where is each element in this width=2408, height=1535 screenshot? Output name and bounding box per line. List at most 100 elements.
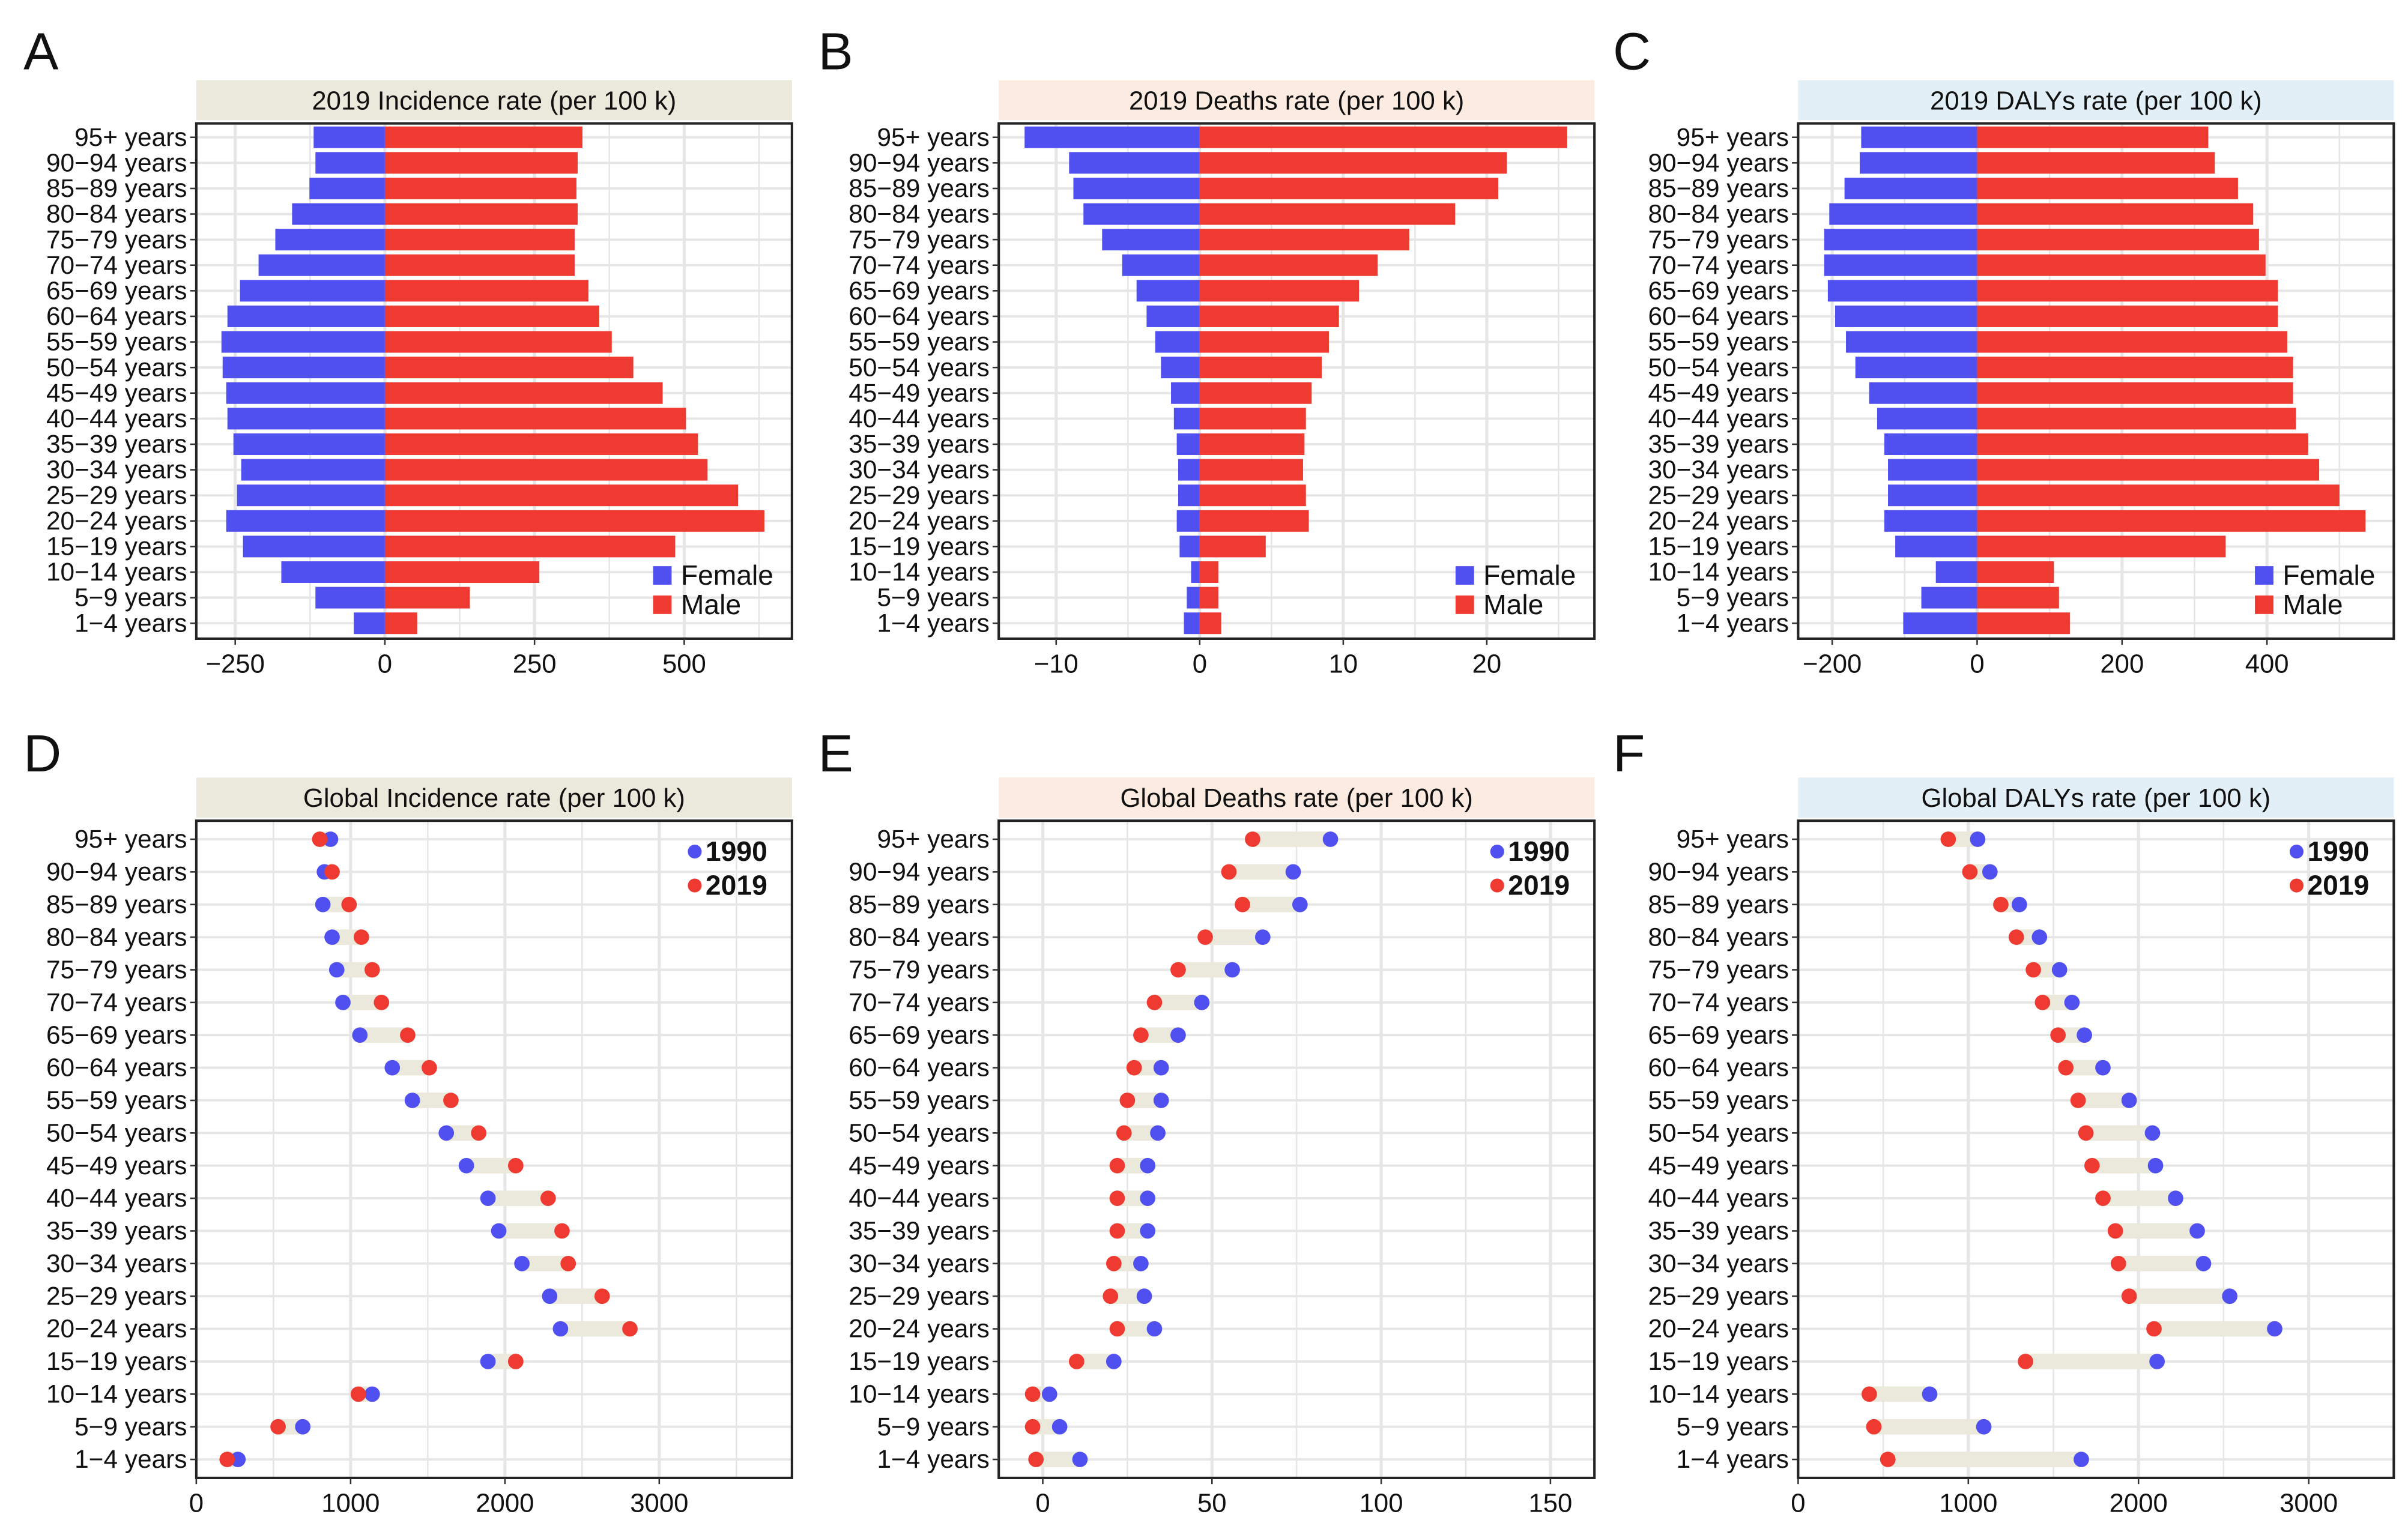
y-tick-label: 35−39 years bbox=[849, 1217, 990, 1245]
bar-female bbox=[1176, 510, 1200, 532]
y-tick-label: 90−94 years bbox=[849, 858, 990, 886]
bar-female bbox=[1884, 433, 1977, 455]
y-tick-label: 90−94 years bbox=[46, 148, 187, 176]
point-2019 bbox=[1940, 831, 1956, 847]
dumbbell-segment bbox=[1874, 1419, 1984, 1435]
strip-background bbox=[1798, 80, 2394, 121]
point-1990 bbox=[2074, 1452, 2089, 1467]
point-1990 bbox=[365, 1386, 380, 1402]
dumbbell-segment bbox=[1178, 962, 1233, 978]
legend-label: 1990 bbox=[706, 836, 767, 867]
y-tick-label: 75−79 years bbox=[849, 225, 990, 253]
bar-female bbox=[1846, 331, 1977, 353]
y-tick-label: 85−89 years bbox=[46, 890, 187, 918]
y-tick-label: 25−29 years bbox=[46, 1282, 187, 1310]
bar-female bbox=[1861, 126, 1977, 148]
y-tick-label: 45−49 years bbox=[46, 379, 187, 407]
panel-letter: A bbox=[23, 22, 59, 81]
y-tick-label: 60−64 years bbox=[1648, 302, 1789, 330]
point-1990 bbox=[1194, 995, 1210, 1010]
point-2019 bbox=[554, 1223, 570, 1239]
point-2019 bbox=[2084, 1157, 2100, 1174]
dumbbell-segment bbox=[360, 1027, 408, 1043]
legend-label: Male bbox=[1483, 589, 1543, 620]
y-tick-label: 5−9 years bbox=[74, 584, 187, 612]
panel-letter: F bbox=[1613, 724, 1645, 783]
y-tick-label: 85−89 years bbox=[849, 174, 990, 202]
point-2019 bbox=[540, 1190, 556, 1206]
bar-male bbox=[1977, 126, 2209, 148]
y-tick-label: 1−4 years bbox=[1677, 609, 1789, 637]
dumbbell-segment bbox=[2086, 1125, 2153, 1141]
bar-female bbox=[1024, 126, 1200, 148]
y-tick-label: 55−59 years bbox=[1648, 1086, 1789, 1114]
x-tick-label: 500 bbox=[662, 649, 706, 678]
y-tick-label: 55−59 years bbox=[46, 328, 187, 356]
legend-label: 1990 bbox=[2307, 836, 2369, 867]
dumbbell-segment bbox=[2118, 1255, 2204, 1271]
point-2019 bbox=[1109, 1223, 1125, 1239]
y-tick-label: 60−64 years bbox=[46, 302, 187, 330]
bar-male bbox=[1977, 535, 2226, 558]
strip-background bbox=[196, 80, 792, 121]
x-tick-label: 0 bbox=[378, 649, 392, 678]
y-tick-label: 85−89 years bbox=[849, 890, 990, 918]
point-1990 bbox=[2195, 1255, 2212, 1271]
point-2019 bbox=[1119, 1093, 1136, 1108]
y-tick-label: 50−54 years bbox=[849, 353, 990, 381]
bar-female bbox=[292, 203, 385, 225]
point-1990 bbox=[2051, 962, 2068, 978]
bar-female bbox=[240, 280, 385, 302]
y-tick-label: 30−34 years bbox=[1648, 1249, 1789, 1277]
strip-background bbox=[999, 777, 1595, 818]
bar-female bbox=[1855, 357, 1977, 379]
point-1990 bbox=[1922, 1386, 1938, 1402]
y-tick-label: 90−94 years bbox=[46, 858, 187, 886]
point-2019 bbox=[1133, 1027, 1149, 1043]
legend-label: 2019 bbox=[706, 870, 767, 901]
y-tick-label: 45−49 years bbox=[849, 379, 990, 407]
point-1990 bbox=[2267, 1321, 2282, 1337]
point-1990 bbox=[542, 1288, 558, 1304]
y-tick-label: 5−9 years bbox=[877, 1413, 989, 1441]
bar-male bbox=[1977, 561, 2054, 583]
legend-label: Female bbox=[681, 559, 773, 591]
bar-female bbox=[1827, 280, 1977, 302]
y-tick-label: 10−14 years bbox=[46, 1380, 187, 1408]
y-tick-label: 80−84 years bbox=[849, 200, 990, 228]
y-tick-label: 15−19 years bbox=[849, 1347, 990, 1375]
bar-male bbox=[384, 357, 634, 379]
bar-male bbox=[384, 587, 470, 609]
panel-D: D Global Incidence rate (per 100 k) 95+ ye… bbox=[23, 724, 793, 1518]
point-2019 bbox=[2050, 1027, 2066, 1043]
dumbbell-segment bbox=[2078, 1093, 2129, 1108]
y-tick-label: 40−44 years bbox=[849, 405, 990, 433]
y-tick-label: 80−84 years bbox=[849, 923, 990, 951]
legend-dot-2019 bbox=[2289, 878, 2304, 893]
y-tick-label: 40−44 years bbox=[46, 405, 187, 433]
point-1990 bbox=[2147, 1157, 2164, 1174]
y-tick-label: 70−74 years bbox=[1648, 988, 1789, 1016]
y-tick-label: 75−79 years bbox=[46, 225, 187, 253]
y-tick-label: 95+ years bbox=[74, 123, 187, 151]
point-2019 bbox=[594, 1288, 610, 1304]
bar-female bbox=[1184, 612, 1200, 635]
panel-title: Global Deaths rate (per 100 k) bbox=[1120, 783, 1472, 813]
point-2019 bbox=[1862, 1386, 1877, 1402]
point-2019 bbox=[2121, 1288, 2137, 1304]
y-tick-label: 75−79 years bbox=[46, 956, 187, 984]
y-tick-label: 20−24 years bbox=[46, 1315, 187, 1343]
point-1990 bbox=[335, 995, 351, 1010]
legend-swatch-female bbox=[653, 566, 672, 585]
dumbbell-segment bbox=[1229, 864, 1293, 880]
bar-male bbox=[1199, 357, 1322, 379]
bar-male bbox=[1199, 484, 1306, 507]
y-tick-label: 60−64 years bbox=[1648, 1054, 1789, 1082]
point-1990 bbox=[1153, 1093, 1169, 1108]
bar-male bbox=[384, 382, 663, 404]
point-1990 bbox=[328, 962, 345, 978]
x-tick-label: 400 bbox=[2245, 649, 2289, 678]
point-1990 bbox=[1322, 831, 1339, 847]
legend-dot-2019 bbox=[1490, 878, 1504, 893]
y-tick-label: 35−39 years bbox=[849, 430, 990, 458]
